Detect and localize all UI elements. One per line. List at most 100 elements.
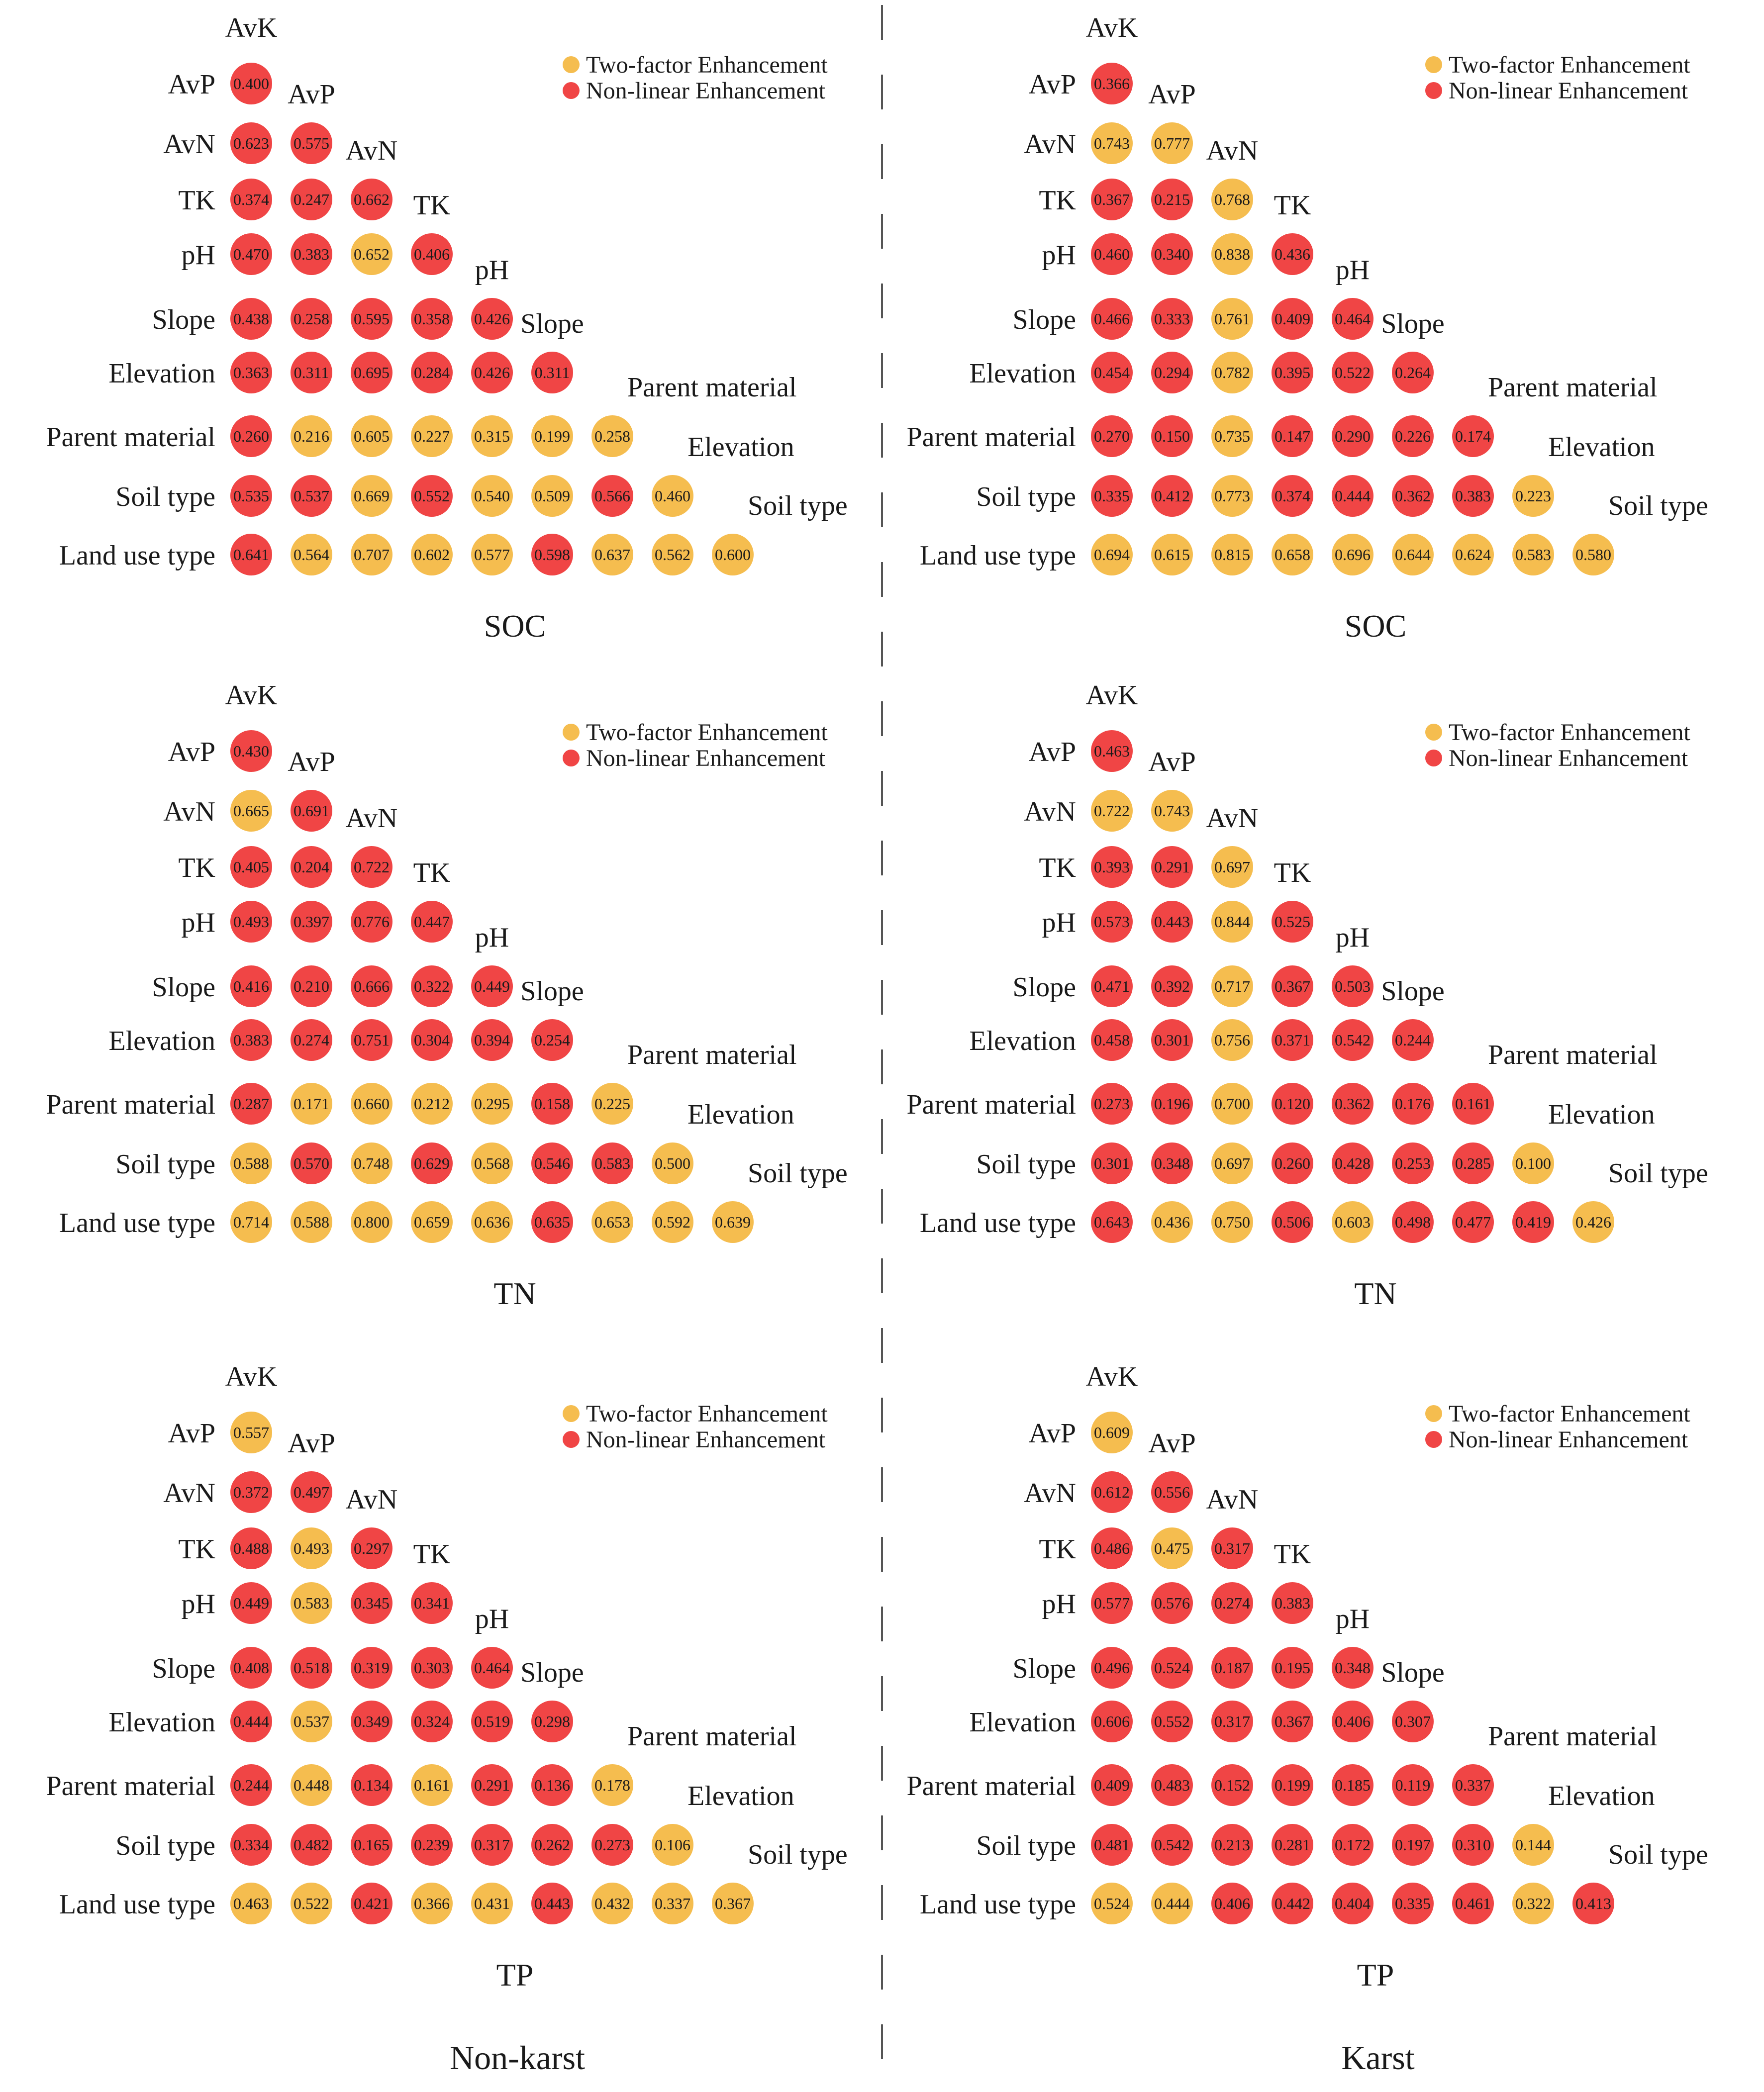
- two-factor-cell: [411, 1883, 453, 1924]
- two-factor-cell: [351, 1142, 392, 1184]
- diagonal-label: AvK: [1086, 12, 1138, 43]
- non-linear-cell: [230, 233, 272, 275]
- diagonal-label: Parent material: [1488, 372, 1658, 403]
- row-label: Slope: [1012, 1653, 1076, 1684]
- cell-value: 0.374: [233, 190, 269, 208]
- cell-value: 0.284: [414, 364, 450, 381]
- diagonal-label: TK: [1274, 857, 1311, 888]
- two-factor-cell: [471, 534, 513, 575]
- cell-value: 0.463: [233, 1895, 269, 1912]
- cell-value: 0.600: [715, 546, 751, 564]
- panel-soc-karst: AvP 0.366 AvN 0.743 0.777 TK 0.367 0.215 0.768 pH…: [906, 12, 1708, 644]
- diagonal-label: Slope: [520, 308, 584, 339]
- cell-value: 0.215: [1154, 190, 1190, 208]
- legend-two-factor-marker: [563, 724, 580, 741]
- diagonal-label: Parent material: [627, 372, 797, 403]
- non-linear-cell: [1452, 1201, 1494, 1243]
- non-linear-cell: [230, 1083, 272, 1125]
- cell-value: 0.636: [474, 1213, 510, 1231]
- cell-value: 0.216: [294, 427, 329, 445]
- non-linear-cell: [411, 1701, 453, 1742]
- non-linear-cell: [1332, 1019, 1373, 1061]
- row-label: Soil type: [115, 1830, 215, 1861]
- cell-value: 0.406: [1335, 1712, 1371, 1730]
- diagonal-label: Soil type: [1608, 1158, 1708, 1189]
- cell-value: 0.120: [1274, 1095, 1310, 1113]
- diagonal-label: Elevation: [687, 432, 794, 463]
- cell-value: 0.383: [294, 245, 329, 263]
- cell-value: 0.602: [414, 546, 450, 564]
- legend-two-factor-marker: [563, 56, 580, 73]
- cell-value: 0.750: [1214, 1213, 1250, 1231]
- non-linear-cell: [291, 298, 332, 340]
- cell-value: 0.366: [414, 1895, 450, 1912]
- cell-value: 0.119: [1395, 1776, 1431, 1794]
- cell-value: 0.341: [414, 1594, 450, 1612]
- row-label: pH: [182, 907, 215, 938]
- cell-value: 0.577: [1094, 1594, 1130, 1612]
- non-linear-cell: [1151, 475, 1193, 517]
- non-linear-cell: [411, 901, 453, 943]
- cell-value: 0.362: [1335, 1095, 1371, 1113]
- cell-value: 0.482: [294, 1836, 329, 1854]
- cell-value: 0.150: [1154, 427, 1190, 445]
- non-linear-cell: [591, 1142, 633, 1184]
- cell-value: 0.161: [414, 1776, 450, 1794]
- cell-value: 0.100: [1515, 1154, 1551, 1172]
- cell-value: 0.652: [354, 245, 390, 263]
- two-factor-cell: [1211, 965, 1253, 1007]
- non-linear-cell: [531, 534, 573, 575]
- non-linear-cell: [291, 1142, 332, 1184]
- two-factor-cell: [1211, 352, 1253, 393]
- legend-two-factor-label: Two-factor Enhancement: [586, 52, 828, 78]
- cell-value: 0.483: [1154, 1776, 1190, 1794]
- cell-value: 0.291: [1154, 858, 1190, 876]
- legend-non-linear-label: Non-linear Enhancement: [586, 1426, 826, 1453]
- non-linear-cell: [471, 1701, 513, 1742]
- cell-value: 0.405: [233, 858, 269, 876]
- panel-tn-karst: AvP 0.463 AvN 0.722 0.743 TK 0.393 0.291 0.697 pH…: [906, 680, 1708, 1311]
- cell-value: 0.460: [1094, 245, 1130, 263]
- non-linear-cell: [471, 298, 513, 340]
- legend-non-linear-label: Non-linear Enhancement: [1449, 78, 1688, 104]
- cell-value: 0.768: [1214, 190, 1250, 208]
- cell-value: 0.493: [233, 913, 269, 931]
- cell-value: 0.409: [1274, 310, 1310, 328]
- non-linear-cell: [1272, 352, 1313, 393]
- row-label: AvN: [163, 129, 215, 160]
- diagonal-label: Parent material: [627, 1721, 797, 1752]
- cell-value: 0.522: [294, 1895, 329, 1912]
- non-linear-cell: [351, 1582, 392, 1624]
- cell-value: 0.546: [534, 1154, 570, 1172]
- cell-value: 0.717: [1214, 977, 1250, 995]
- cell-value: 0.383: [1455, 487, 1491, 505]
- two-factor-cell: [411, 1764, 453, 1806]
- row-label: AvP: [1029, 69, 1076, 100]
- two-factor-cell: [291, 534, 332, 575]
- cell-value: 0.583: [294, 1594, 329, 1612]
- cell-value: 0.199: [534, 427, 570, 445]
- non-linear-cell: [291, 1019, 332, 1061]
- non-linear-cell: [531, 352, 573, 393]
- cell-value: 0.324: [414, 1712, 450, 1730]
- cell-value: 0.426: [1575, 1213, 1611, 1231]
- cell-value: 0.136: [534, 1776, 570, 1794]
- cell-value: 0.187: [1214, 1659, 1250, 1677]
- legend-two-factor-marker: [1425, 1405, 1442, 1422]
- cell-value: 0.367: [715, 1895, 751, 1912]
- diagonal-label: TK: [413, 1539, 451, 1570]
- non-linear-cell: [1091, 1471, 1133, 1513]
- cell-value: 0.270: [1094, 427, 1130, 445]
- cell-value: 0.653: [594, 1213, 630, 1231]
- cell-value: 0.562: [655, 546, 690, 564]
- diagonal-label: AvP: [1148, 1428, 1195, 1459]
- cell-value: 0.761: [1214, 310, 1250, 328]
- cell-value: 0.273: [1094, 1095, 1130, 1113]
- cell-value: 0.844: [1214, 913, 1250, 931]
- non-linear-cell: [1272, 1883, 1313, 1924]
- cell-value: 0.486: [1094, 1539, 1130, 1557]
- non-linear-cell: [1091, 179, 1133, 220]
- cell-value: 0.195: [1274, 1659, 1310, 1677]
- two-factor-cell: [1512, 1824, 1554, 1866]
- cell-value: 0.285: [1455, 1154, 1491, 1172]
